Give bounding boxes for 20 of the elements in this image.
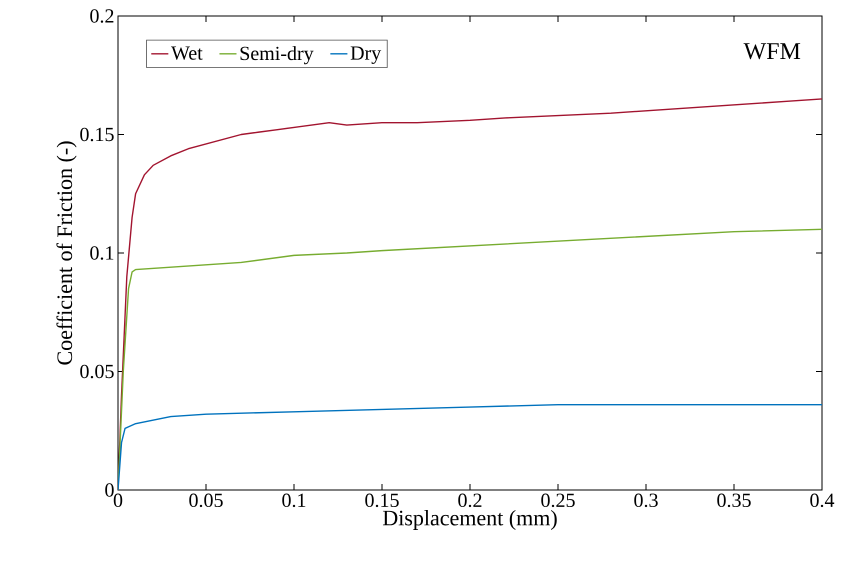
- y-tick-label: 0.2: [90, 9, 114, 23]
- legend-label: Semi-dry: [240, 46, 314, 64]
- legend-label: Dry: [350, 46, 382, 64]
- x-tick-label: 0.25: [541, 494, 575, 508]
- x-tick-label: 0.15: [365, 494, 399, 508]
- y-axis-title: Coefficient of Friction (-): [56, 141, 77, 365]
- x-tick-label: 0.1: [282, 494, 306, 508]
- x-tick-label: 0.05: [189, 494, 223, 508]
- x-tick-label: 0.35: [717, 494, 751, 508]
- x-axis-title: Displacement (mm): [382, 510, 557, 530]
- y-tick-label: 0.1: [90, 246, 114, 260]
- x-tick-label: 0.3: [634, 494, 658, 508]
- y-tick-label: 0.15: [80, 128, 114, 142]
- annotation: WFM: [744, 43, 800, 60]
- x-tick-label: 0: [114, 494, 122, 508]
- y-tick-label: 0.05: [80, 364, 114, 378]
- legend-label: Wet: [171, 46, 203, 60]
- y-tick-label: 0: [105, 483, 114, 497]
- x-tick-label: 0.2: [458, 494, 482, 508]
- x-tick-label: 0.4: [810, 494, 834, 508]
